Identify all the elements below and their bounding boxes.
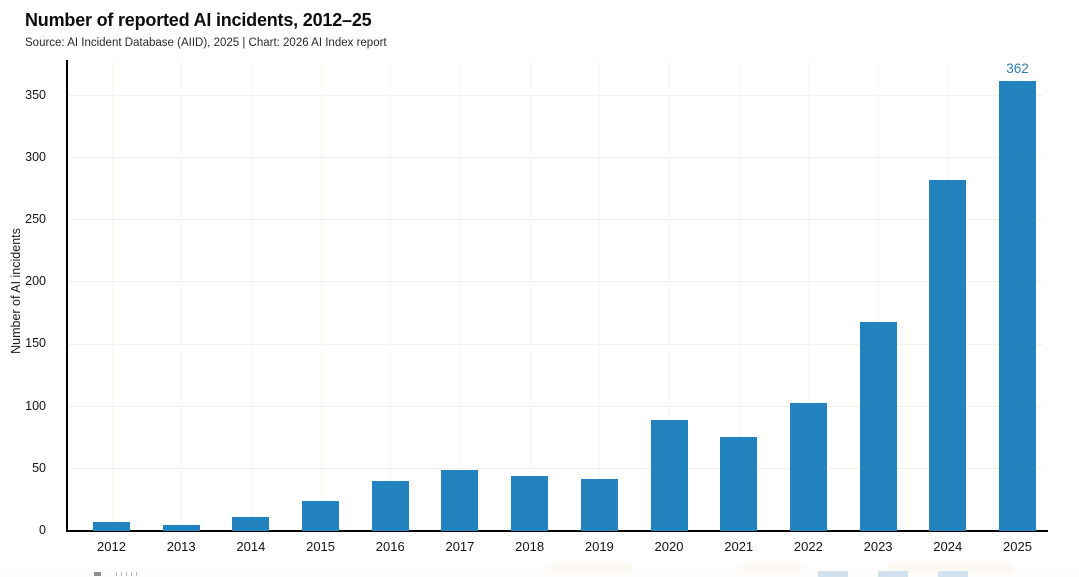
bar-2017 <box>441 470 479 531</box>
x-axis-tick-label: 2021 <box>724 539 754 554</box>
y-axis-tick-label: 200 <box>25 274 46 289</box>
x-axis-tick-label: 2019 <box>584 539 614 554</box>
gridline-vertical <box>111 61 113 531</box>
bar-2022 <box>789 402 827 531</box>
bar-2021 <box>720 436 758 531</box>
y-axis-tick-label: 100 <box>25 398 46 413</box>
x-axis-line <box>66 530 1048 532</box>
gridline-vertical <box>181 61 183 531</box>
y-axis-tick-label: 300 <box>25 149 46 164</box>
bar-2013 <box>162 524 200 531</box>
plot-area: 362 <box>67 61 1048 531</box>
bar-2016 <box>371 481 409 531</box>
gridline-horizontal <box>68 467 1043 469</box>
cutoff-text-fragment <box>94 572 101 576</box>
cutoff-text-fragment <box>116 572 117 576</box>
gridline-horizontal <box>68 94 1043 96</box>
y-axis-tick-label: 150 <box>25 336 46 351</box>
gridline-horizontal <box>68 405 1043 407</box>
x-axis-tick-label: 2013 <box>166 539 196 554</box>
gridline-vertical <box>599 61 601 531</box>
bar-2014 <box>232 517 270 531</box>
bar-2023 <box>859 322 897 531</box>
cutoff-highlight-patch <box>550 563 630 573</box>
y-axis-title: Number of AI incidents <box>9 228 23 354</box>
cutoff-highlight-patch <box>742 563 802 573</box>
x-axis-tick-label: 2018 <box>515 539 545 554</box>
bar-2015 <box>302 501 340 531</box>
bar-2025 <box>998 80 1036 531</box>
gridline-horizontal <box>68 219 1043 221</box>
gridline-vertical <box>669 61 671 531</box>
y-axis-tick-label: 50 <box>32 460 46 475</box>
gridline-vertical <box>250 61 252 531</box>
cutoff-button-top <box>818 571 848 577</box>
cutoff-content-strip <box>0 563 1079 577</box>
gridline-horizontal <box>68 156 1043 158</box>
bar-value-label: 362 <box>1006 60 1029 76</box>
bar-2012 <box>93 522 130 531</box>
x-axis-tick-label: 2014 <box>236 539 266 554</box>
cutoff-button-top <box>878 571 908 577</box>
gridline-vertical <box>529 61 531 531</box>
gridline-vertical <box>459 61 461 531</box>
x-axis-tick-label: 2022 <box>793 539 823 554</box>
x-axis-tick-label: 2016 <box>375 539 405 554</box>
gridline-vertical <box>878 61 880 531</box>
cutoff-text-fragment <box>126 572 127 576</box>
y-axis-tick-label: 250 <box>25 212 46 227</box>
x-axis-tick-label: 2012 <box>97 539 126 554</box>
gridline-vertical <box>320 61 322 531</box>
x-axis-tick-label: 2015 <box>306 539 336 554</box>
chart-source-caption: Source: AI Incident Database (AIID), 202… <box>25 37 387 49</box>
y-axis-tick-label: 0 <box>39 523 46 537</box>
y-axis-line <box>66 60 68 532</box>
x-axis-tick-label: 2023 <box>863 539 893 554</box>
cutoff-text-fragment <box>131 572 132 576</box>
x-axis-tick-label: 2024 <box>933 539 963 554</box>
bar-2020 <box>650 420 688 531</box>
bar-2024 <box>929 180 967 531</box>
cutoff-text-fragment <box>121 572 122 576</box>
bar-2019 <box>580 478 618 531</box>
x-axis-tick-label: 2017 <box>445 539 475 554</box>
gridline-vertical <box>738 61 740 531</box>
gridline-horizontal <box>68 343 1043 345</box>
chart-title: Number of reported AI incidents, 2012–25 <box>25 10 372 30</box>
cutoff-button-top <box>938 571 968 577</box>
bar-2018 <box>511 476 549 531</box>
cutoff-text-fragment <box>136 572 137 576</box>
cutoff-highlight-patch <box>888 563 1013 573</box>
x-axis-tick-label: 2025 <box>1003 539 1032 554</box>
gridline-vertical <box>808 61 810 531</box>
gridline-horizontal <box>68 281 1043 283</box>
y-axis-tick-label: 350 <box>25 87 46 102</box>
gridline-vertical <box>390 61 392 531</box>
x-axis-tick-label: 2020 <box>654 539 684 554</box>
